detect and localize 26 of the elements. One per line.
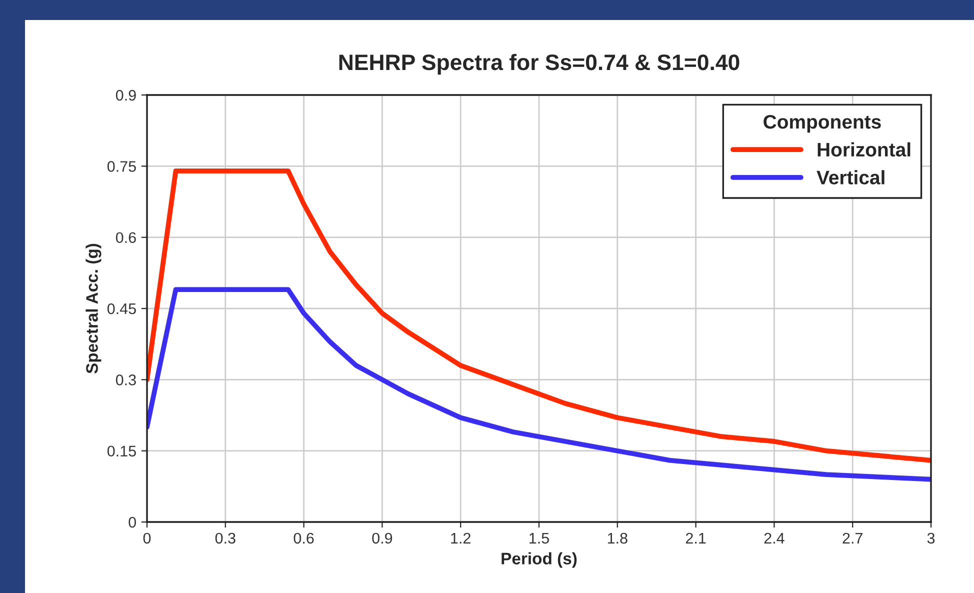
legend-label: Vertical xyxy=(816,170,884,184)
y-tick-label: 0.75 xyxy=(107,161,136,172)
line-series xyxy=(147,168,931,463)
x-axis-title: Period (s) xyxy=(502,552,577,568)
y-tick-label: 0.3 xyxy=(116,374,136,386)
x-tick-label: 3 xyxy=(927,532,935,544)
x-tick-label: 1.5 xyxy=(530,532,549,544)
x-tick-label: 1.8 xyxy=(608,532,628,544)
y-tick-label: 0 xyxy=(128,516,136,528)
x-tick-label: 2.4 xyxy=(764,532,784,544)
x-tick-label: 0 xyxy=(143,532,151,544)
y-axis-title: Spectral Acc. (g) xyxy=(86,244,102,374)
y-tick-label: 0.15 xyxy=(107,446,136,457)
x-tick-label: 0.9 xyxy=(372,532,392,544)
x-tick-label: 2.7 xyxy=(842,532,862,544)
line-series xyxy=(147,287,931,482)
x-tick-label: 2.1 xyxy=(686,532,706,544)
y-tick-label: 0.45 xyxy=(107,303,136,314)
y-tick-label: 0.9 xyxy=(116,90,136,101)
legend-label: Horizontal xyxy=(818,142,910,157)
legend-title: Components xyxy=(764,114,881,133)
y-tick-label: 0.6 xyxy=(116,232,136,244)
x-tick-label: 1.2 xyxy=(451,532,470,544)
chart-title: NEHRP Spectra for Ss=0.74 & S1=0.40 xyxy=(339,54,740,75)
x-tick-label: 0.6 xyxy=(294,532,314,544)
x-tick-label: 0.3 xyxy=(215,532,236,544)
